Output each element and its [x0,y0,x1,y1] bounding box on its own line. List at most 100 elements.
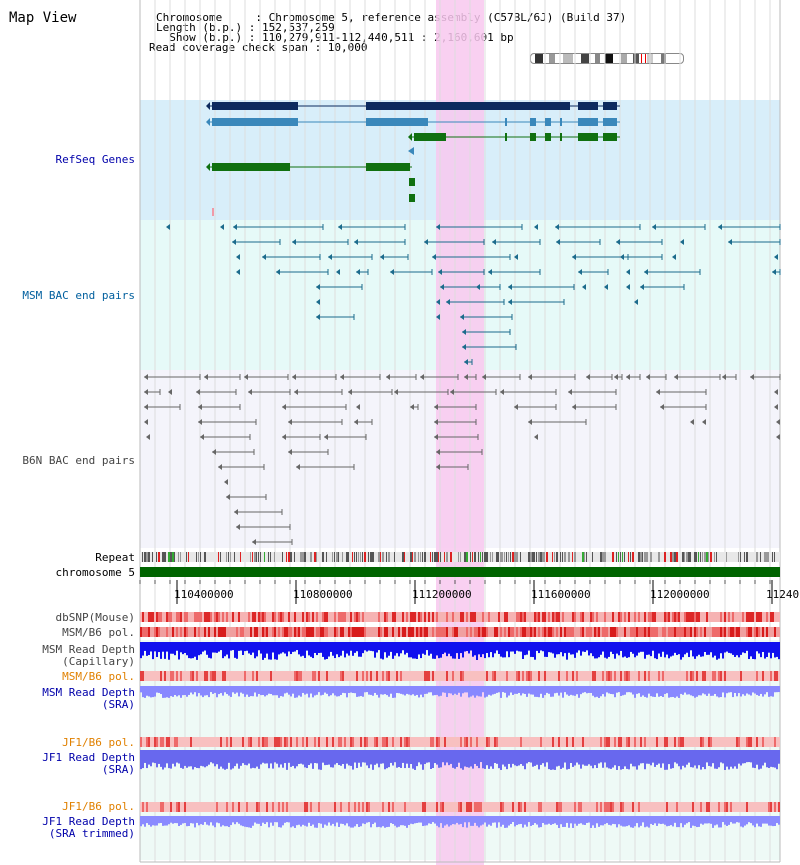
jf1-trimmed-depth-bin [140,816,142,827]
jf1-sra-depth-bin [718,750,720,768]
msm-sra-depth-bin [278,686,280,698]
jf1-trimmed-depth-bin [384,816,386,828]
msm-sra-depth-bin [152,686,154,698]
b6n-bac-pair-end [528,419,532,425]
repeat-element [282,552,283,562]
repeat-element [256,552,257,562]
polymorphism-bin [722,627,724,637]
label-msm-bac[interactable]: MSM BAC end pairs [22,289,135,302]
polymorphism-bin [420,612,422,622]
msm-bac-pair-end [488,269,492,275]
msm-capillary-depth-bin [630,642,632,652]
polymorphism-bin [298,671,300,681]
jf1-sra-depth-bin [598,750,600,764]
repeat-element [478,552,479,562]
b6n-bac-pair-end [198,419,202,425]
repeat-element [738,552,739,562]
repeat-element [348,552,349,562]
msm-sra-depth-bin [768,686,770,697]
b6n-bac-pair-end [288,419,292,425]
polymorphism-bin [362,802,364,812]
polymorphism-bin [282,612,284,622]
msm-sra-depth-bin [724,686,726,698]
polymorphism-bin [222,671,224,681]
refseq-gene-exon [603,102,617,110]
msm-capillary-depth-bin [734,642,736,657]
jf1-trimmed-depth-bin [254,816,256,823]
msm-bac-pair-end [328,254,332,260]
msm-sra-depth-bin [308,686,310,698]
polymorphism-bin [278,802,280,812]
msm-capillary-depth-bin [754,642,756,660]
polymorphism-bin [610,802,612,812]
polymorphism-bin [350,627,352,637]
polymorphism-bin [620,671,622,681]
jf1-trimmed-depth-bin [468,816,470,823]
jf1-trimmed-depth-bin [676,816,678,828]
polymorphism-bin [358,627,360,637]
jf1-trimmed-depth-bin [422,816,424,827]
jf1-trimmed-depth-bin [628,816,630,826]
msm-capillary-depth-bin [482,642,484,655]
label-b6n-bac[interactable]: B6N BAC end pairs [22,454,135,467]
jf1-sra-depth-bin [426,750,428,763]
jf1-sra-depth-bin [512,750,514,764]
msm-sra-depth-bin [632,686,634,695]
polymorphism-bin [542,627,544,637]
msm-capillary-depth-bin [158,642,160,653]
msm-sra-depth-bin [454,686,456,694]
msm-sra-depth-bin [706,686,708,696]
msm-bac-pair-end [556,239,560,245]
msm-sra-depth-bin [776,686,778,693]
msm-bac-pair-end [578,269,582,275]
msm-sra-depth-bin [764,686,766,695]
repeat-element [168,552,170,562]
msm-sra-depth-bin [196,686,198,697]
msm-bac-pair-end [380,254,384,260]
msm-sra-depth-bin [696,686,698,697]
msm-sra-depth-bin [218,686,220,695]
polymorphism-bin [736,737,738,747]
polymorphism-bin [318,802,320,812]
polymorphism-bin [674,627,676,637]
msm-sra-depth-bin [620,686,622,696]
msm-capillary-depth-bin [346,642,348,654]
jf1-sra-depth-bin [250,750,252,769]
msm-capillary-depth-bin [620,642,622,651]
refseq-gene-strand [206,163,210,171]
polymorphism-bin [424,802,426,812]
jf1-trimmed-depth-bin [732,816,734,824]
msm-sra-depth-bin [614,686,616,698]
jf1-sra-depth-bin [172,750,174,764]
jf1-sra-depth-bin [378,750,380,768]
polymorphism-bin [770,671,772,681]
msm-capillary-depth-bin [710,642,712,653]
jf1-trimmed-depth-bin [744,816,746,826]
jf1-trimmed-depth-bin [298,816,300,825]
jf1-sra-depth-bin [212,750,214,764]
msm-sra-depth-bin [606,686,608,693]
polymorphism-bin [226,802,228,812]
msm-capillary-depth-bin [356,642,358,652]
label-refseq[interactable]: RefSeq Genes [55,153,135,166]
jf1-trimmed-depth-bin [342,816,344,824]
msm-sra-depth-bin [418,686,420,698]
msm-capillary-depth-bin [574,642,576,658]
polymorphism-bin [496,737,498,747]
jf1-sra-depth-bin [168,750,170,769]
polymorphism-bin [668,612,670,622]
msm-capillary-depth-bin [290,642,292,655]
polymorphism-bin [146,802,148,812]
msm-sra-depth-bin [258,686,260,694]
msm-capillary-depth-bin [164,642,166,659]
jf1-sra-depth-bin [676,750,678,764]
polymorphism-bin [364,627,366,637]
polymorphism-bin [466,802,468,812]
polymorphism-bin [212,671,214,681]
refseq-gene-exon [428,102,570,110]
label-msm-b6-pol-1: MSM/B6 pol. [62,626,135,639]
polymorphism-bin [610,627,612,637]
polymorphism-bin [308,612,310,622]
jf1-sra-depth-bin [608,750,610,769]
